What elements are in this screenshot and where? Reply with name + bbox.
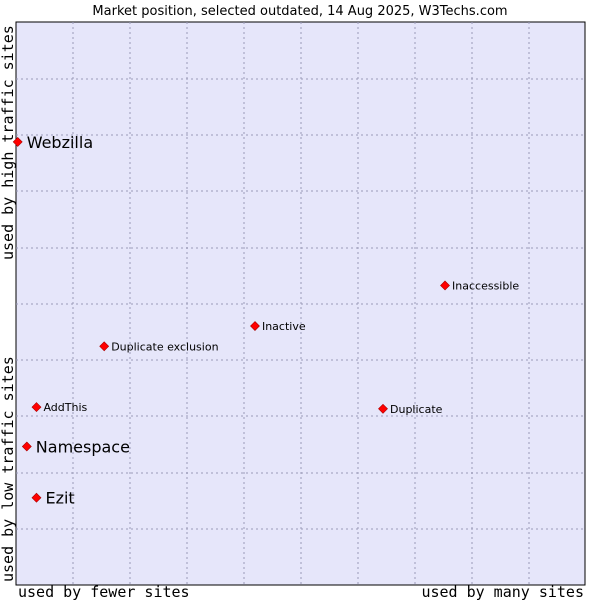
point-label: Webzilla — [27, 133, 93, 152]
data-points: Webzilla Inaccessible Inactive Duplicate ex… — [12, 133, 519, 508]
chart-title: Market position, selected outdated, 14 A… — [92, 4, 507, 19]
point-label: Inactive — [262, 320, 306, 333]
point-marker — [250, 321, 260, 331]
point-marker — [440, 280, 450, 291]
point-marker — [31, 492, 42, 503]
point-marker — [378, 403, 388, 414]
point-ezit: Ezit — [31, 489, 75, 508]
point-inaccessible: Inaccessible — [440, 279, 519, 292]
point-duplicate-exclusion: Duplicate exclusion — [99, 340, 219, 353]
point-inactive: Inactive — [250, 320, 306, 333]
point-duplicate: Duplicate — [378, 403, 443, 416]
point-label: Ezit — [45, 489, 74, 508]
gridlines — [16, 22, 585, 585]
x-axis-label-low: used by fewer sites — [18, 583, 190, 600]
y-axis-label-high: used by high traffic sites — [0, 25, 17, 260]
point-marker — [99, 341, 110, 352]
point-marker — [12, 136, 23, 147]
x-axis-label-high: used by many sites — [421, 583, 584, 600]
point-marker — [31, 402, 42, 413]
point-label: Duplicate — [390, 403, 443, 416]
point-label: Namespace — [36, 438, 130, 457]
point-namespace: Namespace — [21, 438, 130, 457]
y-axis-label-low: used by low traffic sites — [0, 356, 17, 582]
point-label: AddThis — [43, 401, 87, 414]
point-addthis: AddThis — [31, 401, 88, 414]
point-label: Duplicate exclusion — [111, 340, 218, 353]
point-label: Inaccessible — [452, 279, 519, 292]
point-webzilla: Webzilla — [12, 133, 93, 152]
point-marker — [21, 441, 32, 452]
